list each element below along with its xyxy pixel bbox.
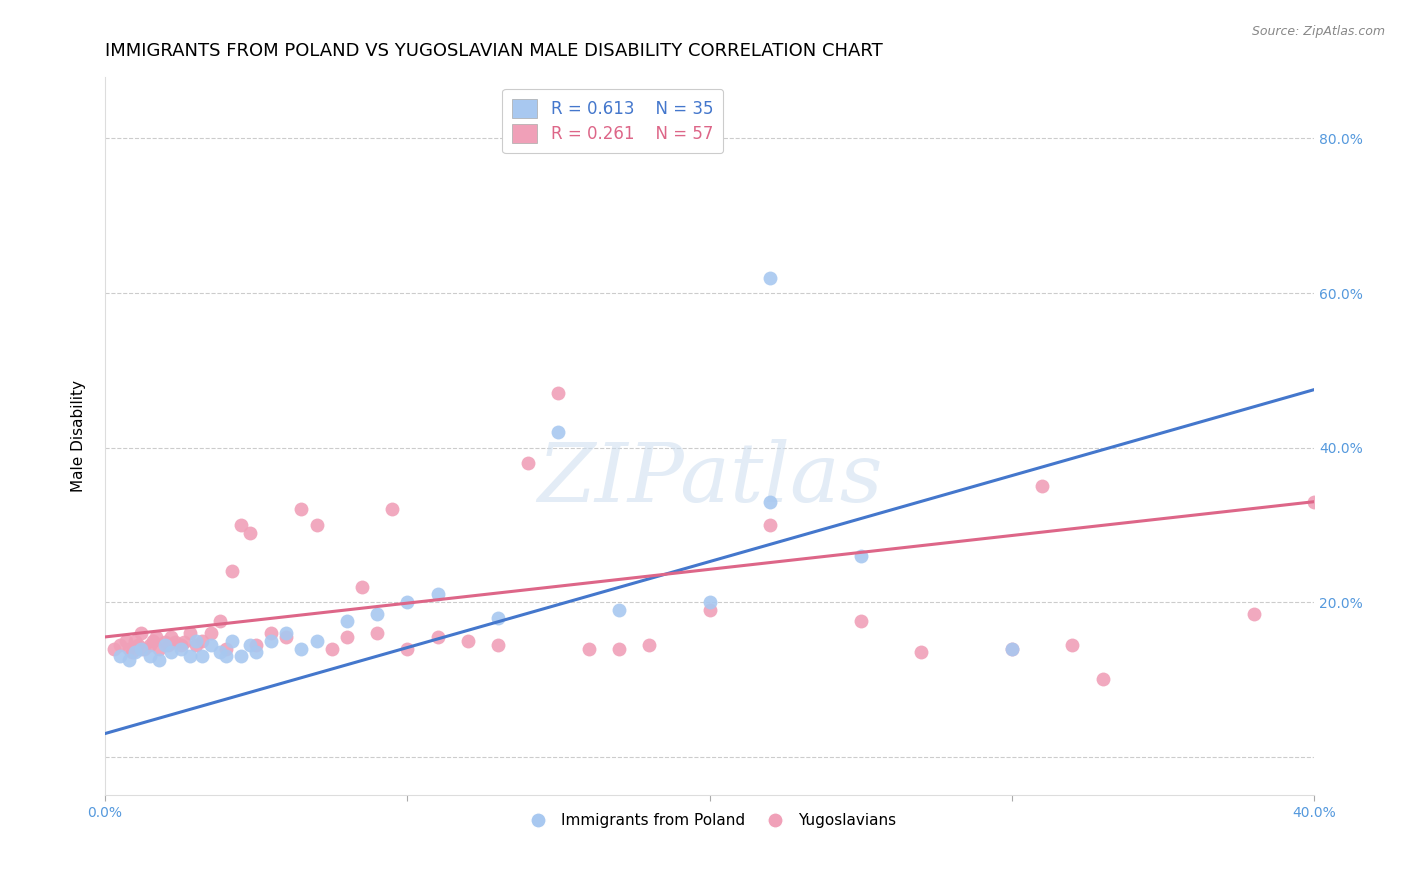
Point bbox=[1303, 494, 1326, 508]
Point bbox=[124, 633, 146, 648]
Point bbox=[229, 649, 252, 664]
Point bbox=[148, 641, 170, 656]
Point bbox=[486, 638, 509, 652]
Point bbox=[179, 626, 201, 640]
Point bbox=[426, 630, 449, 644]
Point bbox=[276, 626, 298, 640]
Point bbox=[108, 638, 131, 652]
Point bbox=[290, 502, 312, 516]
Point bbox=[245, 638, 267, 652]
Point bbox=[115, 633, 138, 648]
Point bbox=[396, 641, 419, 656]
Text: ZIPatlas: ZIPatlas bbox=[537, 439, 883, 519]
Point bbox=[350, 580, 373, 594]
Point bbox=[155, 638, 177, 652]
Point bbox=[208, 615, 231, 629]
Point bbox=[215, 649, 238, 664]
Point bbox=[1243, 607, 1265, 621]
Point bbox=[517, 456, 540, 470]
Point bbox=[305, 633, 328, 648]
Point bbox=[547, 386, 569, 401]
Point bbox=[276, 630, 298, 644]
Point bbox=[1001, 641, 1024, 656]
Y-axis label: Male Disability: Male Disability bbox=[72, 380, 86, 492]
Point bbox=[336, 630, 359, 644]
Point bbox=[184, 633, 207, 648]
Point bbox=[184, 638, 207, 652]
Text: IMMIGRANTS FROM POLAND VS YUGOSLAVIAN MALE DISABILITY CORRELATION CHART: IMMIGRANTS FROM POLAND VS YUGOSLAVIAN MA… bbox=[105, 42, 883, 60]
Point bbox=[638, 638, 661, 652]
Point bbox=[139, 638, 162, 652]
Point bbox=[108, 649, 131, 664]
Point bbox=[336, 615, 359, 629]
Point bbox=[190, 649, 212, 664]
Point bbox=[124, 645, 146, 659]
Point bbox=[169, 641, 191, 656]
Point bbox=[221, 564, 243, 578]
Point bbox=[160, 645, 183, 659]
Point bbox=[1031, 479, 1053, 493]
Point bbox=[759, 270, 782, 285]
Point bbox=[145, 630, 167, 644]
Point bbox=[699, 595, 721, 609]
Point bbox=[305, 517, 328, 532]
Point bbox=[607, 641, 630, 656]
Point bbox=[607, 603, 630, 617]
Point bbox=[215, 641, 238, 656]
Point bbox=[486, 610, 509, 624]
Point bbox=[381, 502, 404, 516]
Point bbox=[699, 603, 721, 617]
Legend: Immigrants from Poland, Yugoslavians: Immigrants from Poland, Yugoslavians bbox=[516, 807, 903, 835]
Point bbox=[759, 517, 782, 532]
Point bbox=[578, 641, 600, 656]
Point bbox=[910, 645, 932, 659]
Point bbox=[290, 641, 312, 656]
Point bbox=[121, 645, 143, 659]
Point bbox=[160, 630, 183, 644]
Point bbox=[260, 633, 283, 648]
Point bbox=[129, 641, 152, 656]
Point bbox=[260, 626, 283, 640]
Point bbox=[1062, 638, 1084, 652]
Point bbox=[200, 638, 222, 652]
Point bbox=[155, 635, 177, 649]
Point bbox=[221, 633, 243, 648]
Point bbox=[208, 645, 231, 659]
Text: Source: ZipAtlas.com: Source: ZipAtlas.com bbox=[1251, 25, 1385, 38]
Point bbox=[127, 638, 149, 652]
Point bbox=[366, 626, 388, 640]
Point bbox=[200, 626, 222, 640]
Point bbox=[396, 595, 419, 609]
Point bbox=[190, 633, 212, 648]
Point bbox=[1001, 641, 1024, 656]
Point bbox=[118, 641, 141, 656]
Point bbox=[229, 517, 252, 532]
Point bbox=[1091, 673, 1114, 687]
Point bbox=[366, 607, 388, 621]
Point bbox=[148, 653, 170, 667]
Point bbox=[239, 525, 262, 540]
Point bbox=[239, 638, 262, 652]
Point bbox=[163, 635, 186, 649]
Point bbox=[142, 633, 165, 648]
Point bbox=[173, 635, 195, 649]
Point bbox=[169, 638, 191, 652]
Point bbox=[245, 645, 267, 659]
Point bbox=[179, 649, 201, 664]
Point bbox=[157, 638, 180, 652]
Point bbox=[118, 653, 141, 667]
Point bbox=[103, 641, 125, 656]
Point bbox=[321, 641, 343, 656]
Point bbox=[457, 633, 479, 648]
Point bbox=[547, 425, 569, 439]
Point bbox=[129, 626, 152, 640]
Point bbox=[426, 587, 449, 601]
Point bbox=[849, 549, 872, 563]
Point bbox=[759, 494, 782, 508]
Point bbox=[139, 649, 162, 664]
Point bbox=[849, 615, 872, 629]
Point bbox=[134, 641, 156, 656]
